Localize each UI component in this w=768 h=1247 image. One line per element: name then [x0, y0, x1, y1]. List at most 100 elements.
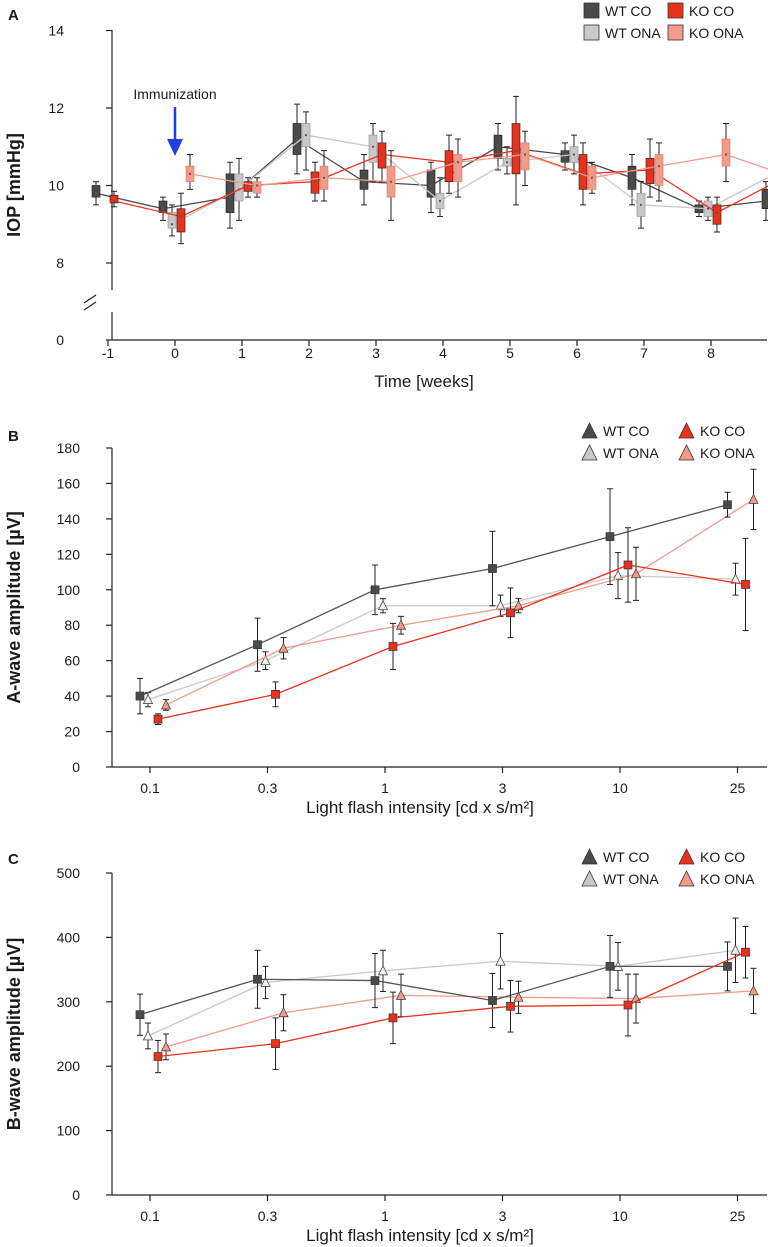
panel-c-b-wave-chart: C 0 100 200 300 400 500 0.1 0.3 1 3 10 25 Light flash… — [4, 848, 767, 1245]
panel-b-a-wave-chart: B 0 20 40 60 80 100 120 140 160 180 0.1 0.3 1 3 10 25 Lig… — [4, 422, 767, 817]
y-axis-title: IOP [mmHg] — [4, 133, 24, 237]
y-tick-label: 0 — [56, 332, 64, 348]
data-point-wt-ona — [260, 976, 271, 987]
series-line-wt-co — [139, 504, 728, 697]
arrow-head-icon — [167, 139, 183, 156]
legend-swatch-wt-ona — [581, 870, 598, 887]
x-tick-label: 0.3 — [258, 780, 278, 796]
axis-break-mark-1 — [83, 294, 97, 304]
data-point-ko-ona — [630, 568, 642, 579]
box-ko-ona — [252, 181, 262, 194]
data-point-wt-co — [723, 962, 732, 971]
series-wt-co — [135, 488, 732, 715]
x-tick-label: 25 — [730, 1208, 746, 1224]
data-point-wt-ona — [495, 599, 506, 611]
data-point-ko-ona — [395, 619, 407, 630]
annotation-immunization: Immunization — [133, 86, 216, 102]
y-tick-label: 180 — [57, 440, 81, 456]
panel-label-b: B — [8, 428, 19, 445]
series-wt-ona — [167, 111, 768, 237]
y-tick-label: 80 — [64, 617, 80, 633]
legend-swatch-ko-co — [678, 848, 695, 865]
median-dot — [706, 207, 710, 210]
series-line-ko-co — [157, 951, 746, 1058]
data-point-ko-ona — [160, 1041, 172, 1052]
y-tick-label: 14 — [48, 23, 64, 39]
y-tick-label: 12 — [48, 100, 64, 116]
series-line-wt-co — [139, 965, 728, 1016]
median-dot — [322, 176, 326, 179]
legend-swatch-ko-ona — [667, 24, 684, 41]
y-tick-label: 10 — [48, 178, 64, 194]
median-dot — [438, 199, 442, 203]
median-dot — [161, 207, 165, 210]
box-ko-co — [712, 204, 722, 225]
y-tick-label: 160 — [57, 475, 81, 491]
box-ko-ona — [520, 142, 530, 171]
x-tick-label: 7 — [640, 345, 648, 361]
data-point-wt-co — [135, 691, 145, 701]
data-point-ko-co — [388, 1013, 398, 1023]
x-tick-label: 10 — [612, 1208, 628, 1224]
data-point-ko-co — [153, 714, 163, 724]
x-tick-label: 0.1 — [140, 1208, 160, 1224]
median-dot — [295, 137, 299, 141]
x-tick-label: 3 — [499, 1208, 507, 1224]
median-dot — [371, 145, 375, 148]
median-dot — [429, 184, 433, 187]
x-tick-label: 8 — [707, 345, 715, 361]
series-line-ko-co — [157, 564, 746, 720]
data-point-ko-co — [153, 1052, 163, 1061]
x-tick-label: 3 — [499, 780, 507, 796]
box-ko-ona — [721, 138, 731, 167]
data-point-ko-ona — [160, 699, 172, 710]
median-dot — [639, 203, 643, 206]
legend-label-wt-ona: WT ONA — [605, 25, 661, 41]
legend-swatch-ko-ona — [678, 870, 695, 887]
y-tick-label: 100 — [57, 582, 81, 598]
series-line-ko-ona — [165, 498, 754, 706]
x-tick-label: 6 — [573, 345, 581, 361]
median-dot — [362, 180, 366, 183]
data-point-wt-co — [135, 1010, 145, 1020]
y-tick-label: 400 — [57, 929, 81, 945]
box-ko-ona — [654, 154, 664, 186]
median-dot — [94, 192, 98, 195]
y-tick-label: 0 — [72, 1187, 80, 1203]
box-wt-ona — [167, 212, 177, 229]
median-dot — [764, 199, 768, 203]
x-tick-label: 10 — [612, 780, 628, 796]
x-tick-label: 5 — [506, 345, 514, 361]
data-point-wt-ona — [612, 569, 624, 580]
median-dot — [188, 172, 192, 175]
data-point-ko-ona — [278, 1006, 289, 1018]
legend-swatch-wt-co — [583, 2, 600, 19]
y-tick-label: 8 — [56, 255, 64, 271]
data-point-ko-co — [506, 1001, 515, 1011]
y-axis-title: B-wave amplitude [µV] — [4, 938, 24, 1130]
y-tick-label: 500 — [57, 865, 81, 881]
median-dot — [170, 223, 174, 226]
box-wt-co — [761, 189, 768, 210]
data-point-ko-ona — [278, 642, 289, 653]
x-tick-label: -1 — [102, 345, 115, 361]
x-axis-title: Light flash intensity [cd x s/m²] — [306, 1226, 534, 1245]
y-tick-label: 200 — [57, 1058, 81, 1074]
median-dot — [523, 153, 527, 156]
y-axis-title: A-wave amplitude [µV] — [4, 511, 24, 703]
median-dot — [456, 161, 460, 164]
x-tick-label: 1 — [381, 780, 389, 796]
data-point-ko-co — [506, 608, 515, 618]
data-point-ko-co — [741, 947, 750, 957]
legend-label-wt-ona: WT ONA — [603, 871, 659, 887]
box-wt-ona — [368, 134, 378, 163]
median-dot — [389, 180, 393, 183]
data-point-wt-ona — [377, 965, 389, 976]
y-tick-label: 100 — [57, 1123, 81, 1139]
median-dot — [496, 145, 500, 148]
median-dot — [179, 215, 183, 218]
box-ko-co — [578, 154, 588, 190]
data-point-ko-co — [741, 580, 750, 589]
